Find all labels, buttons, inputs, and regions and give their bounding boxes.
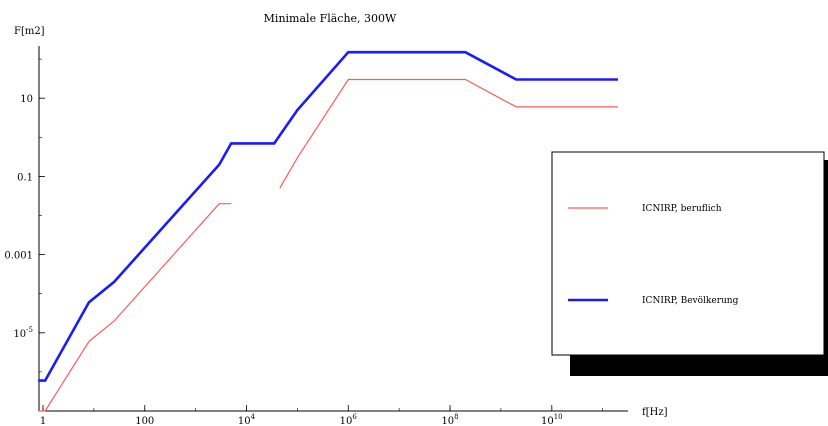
series-line-1 [38, 50, 618, 382]
x-tick-label: 106 [340, 413, 358, 426]
y-tick-label: 10 [20, 94, 33, 105]
y-tick-label: 0.1 [17, 172, 33, 183]
x-tick-label: 1010 [541, 413, 563, 426]
x-tick-label: 104 [238, 413, 256, 426]
series-line-0 [279, 78, 618, 189]
series-layer [38, 50, 618, 412]
series-line-0 [38, 203, 232, 412]
legend-box [551, 151, 825, 356]
chart-title: Minimale Fläche, 300W [264, 12, 397, 25]
y-axis-label: F[m2] [14, 26, 45, 37]
x-tick-label: 1 [40, 416, 46, 426]
x-tick-label: 108 [441, 413, 458, 426]
x-axis-label: f[Hz] [642, 407, 668, 418]
x-tick-label: 100 [135, 416, 154, 426]
legend-label-bevoelkerung: ICNIRP, Bevölkerung [642, 296, 739, 306]
y-tick-label: 0.001 [4, 251, 33, 262]
legend-label-beruflich: ICNIRP, beruflich [642, 204, 722, 214]
legend: ICNIRP, beruflich ICNIRP, Bevölkerung [551, 151, 828, 376]
axes: 1 100 104 106 108 1010 10-5 0.001 0.1 10 [4, 46, 628, 426]
y-tick-label: 10-5 [13, 326, 33, 340]
